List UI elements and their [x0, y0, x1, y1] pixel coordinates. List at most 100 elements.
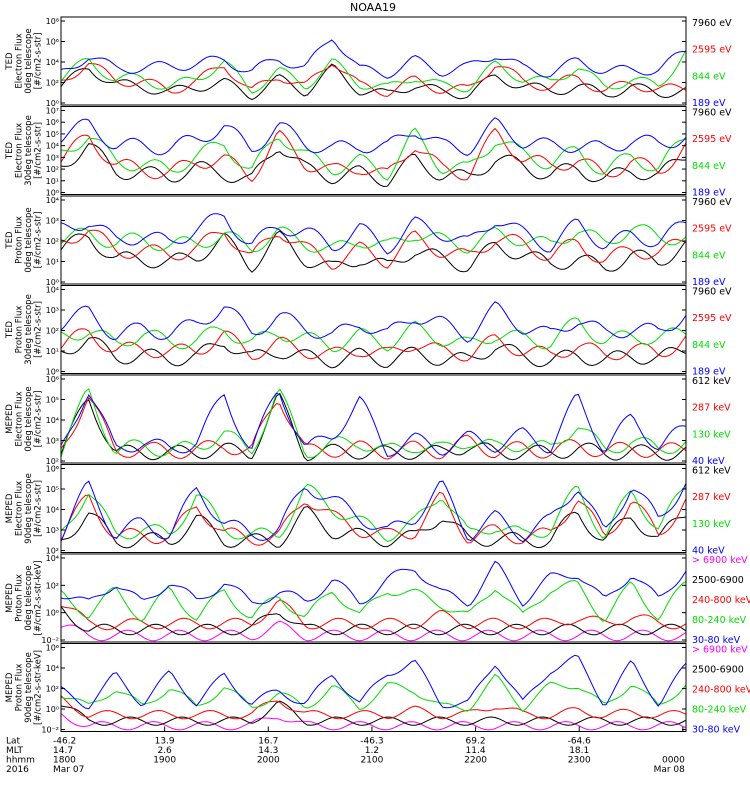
y-tick-label: 10²: [46, 237, 59, 246]
series-line-3-3: [60, 224, 687, 254]
y-tick-label: 10³: [46, 153, 59, 162]
y-axis-label: MEPED: [5, 672, 15, 702]
y-tick-label: 10⁶: [46, 38, 59, 47]
panel-1: 10⁰ 10² 10⁴ 10⁶ 10⁸ TED Electron Flux 0deg tele…: [5, 16, 732, 109]
legend-entry: 189 eV: [692, 188, 726, 199]
panel-frame: [60, 285, 687, 374]
y-axis-label: MEPED: [5, 493, 15, 523]
legend-entry: 80-240 keV: [692, 705, 747, 716]
y-tick-label: 10⁴: [46, 196, 59, 205]
series-line-2-4: [60, 117, 687, 156]
y-tick-label: 10³: [46, 306, 59, 315]
legend-entry: 40 keV: [692, 546, 725, 557]
series-line-5-3: [60, 388, 687, 459]
legend-entry: 2595 eV: [692, 45, 732, 56]
series-line-5-1: [60, 392, 687, 462]
y-axis-label: 0deg telescope: [24, 386, 34, 451]
legend-entry: 40 keV: [692, 456, 725, 467]
y-axis-label: Proton Flux: [15, 574, 25, 622]
legend-entry: 2595 eV: [692, 134, 732, 145]
x-tick-label: 11.4: [466, 746, 486, 756]
y-axis-label: 90deg telescope: [24, 652, 34, 723]
y-tick-label: 10⁰: [46, 278, 59, 287]
series-line-5-4: [60, 392, 687, 457]
panel-6: 10² 10³ 10⁴ 10⁵ 10⁶ MEPED Electron Flux 90deg t…: [5, 464, 731, 557]
x-tick-label: 69.2: [466, 737, 486, 747]
y-axis-label: Proton Flux: [15, 306, 25, 354]
y-tick-label: 10²: [46, 79, 59, 88]
y-axis-label: TED: [5, 231, 15, 250]
series-line-6-4: [60, 480, 687, 543]
y-tick-label: 10²: [46, 547, 59, 556]
y-tick-label: 10⁴: [46, 142, 59, 151]
chart-title: NOAA19: [350, 1, 396, 14]
legend-entry: 287 keV: [692, 492, 731, 503]
x-tick-label: -46.2: [53, 737, 76, 747]
panel-frame: [60, 643, 687, 732]
series-line-6-2: [60, 491, 687, 546]
series-line-2-3: [60, 127, 687, 181]
y-axis-label: Proton Flux: [15, 216, 25, 264]
legend-entry: > 6900 keV: [692, 645, 748, 656]
y-axis-label: TED: [5, 141, 15, 160]
legend-entry: 844 eV: [692, 250, 726, 261]
x-tick-label: 2100: [360, 756, 383, 766]
series-line-3-1: [60, 230, 687, 273]
y-tick-label: 10⁰: [46, 189, 59, 198]
y-tick-label: 10⁷: [46, 107, 59, 116]
y-tick-label: 10⁰: [46, 705, 59, 714]
x-row-label: 2016: [6, 765, 29, 775]
panel-frame: [60, 195, 687, 285]
y-tick-label: 10⁴: [46, 416, 59, 425]
series-line-8-2: [60, 700, 687, 726]
y-tick-label: 10²: [46, 581, 59, 590]
series-line-5-2: [60, 396, 687, 460]
x-row-label: Lat: [6, 737, 21, 747]
series-line-8-3: [60, 695, 687, 720]
x-tick-label: 2300: [568, 756, 591, 766]
panel-2: 10⁰ 10¹ 10² 10³ 10⁴ 10⁵ 10⁶ 10⁷ TED Electron Flux…: [5, 106, 732, 199]
series-line-4-1: [60, 337, 687, 369]
series-line-8-4: [60, 673, 687, 713]
x-tick-label: 0000: [662, 756, 685, 766]
y-tick-label: 10⁴: [46, 506, 59, 515]
y-tick-label: 10³: [46, 526, 59, 535]
y-tick-label: 10⁵: [46, 485, 59, 494]
legend-entry: 844 eV: [692, 161, 726, 172]
y-axis-label: Electron Flux: [15, 391, 25, 446]
y-tick-label: 10¹: [46, 177, 59, 186]
x-row-label: MLT: [6, 746, 24, 756]
x-row-label: hhmm: [6, 756, 35, 766]
series-line-4-4: [60, 301, 687, 343]
y-axis-label: [#/cm2-s-str]: [34, 301, 44, 358]
legend-entry: 240-800 keV: [692, 685, 750, 696]
y-axis-label: 30deg telescope: [24, 115, 34, 186]
series-line-4-2: [60, 328, 687, 362]
legend-entry: 7960 eV: [692, 287, 732, 298]
y-tick-label: 10²: [46, 165, 59, 174]
legend-entry: 2595 eV: [692, 313, 732, 324]
series-line-3-4: [60, 213, 687, 255]
legend-entry: 844 eV: [692, 340, 726, 351]
y-axis-label: 0deg telescope: [24, 28, 34, 93]
y-tick-label: 10²: [46, 457, 59, 466]
legend-entry: 612 keV: [692, 376, 731, 387]
panel-frame: [60, 106, 687, 195]
legend-entry: 189 eV: [692, 277, 726, 288]
y-tick-label: 10³: [46, 437, 59, 446]
y-tick-label: 10⁶: [46, 465, 59, 474]
y-axis-label: Proton Flux: [15, 664, 25, 712]
y-tick-label: 10²: [46, 327, 59, 336]
y-tick-label: 10⁶: [46, 644, 59, 653]
x-tick-label: 1.2: [365, 746, 379, 756]
x-tick-label: -64.6: [568, 737, 592, 747]
y-tick-label: 10⁻²: [41, 726, 59, 735]
y-tick-label: 10²: [46, 685, 59, 694]
legend-entry: 80-240 keV: [692, 615, 747, 626]
legend-entry: > 6900 keV: [692, 555, 748, 566]
y-tick-label: 10⁰: [46, 99, 59, 108]
y-axis-label: TED: [5, 320, 15, 339]
x-tick-label: 14.3: [258, 746, 278, 756]
y-axis-label: MEPED: [5, 404, 15, 434]
